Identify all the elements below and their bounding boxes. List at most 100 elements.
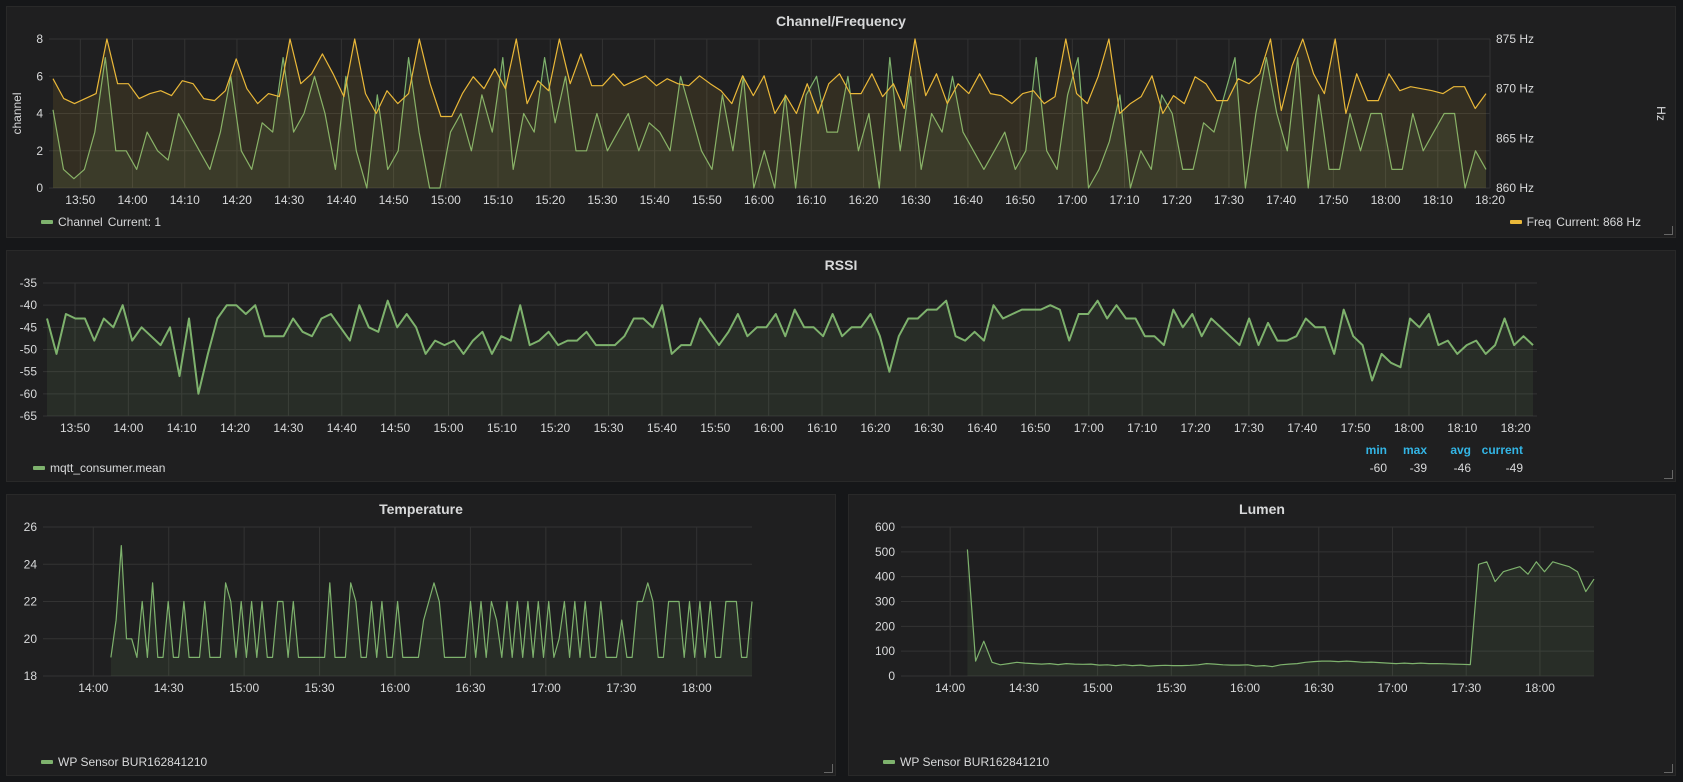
x-tick-label: 17:30 [606, 681, 636, 695]
x-tick-label: 18:00 [682, 681, 712, 695]
stats-header-current[interactable]: current [1481, 443, 1523, 457]
legend-swatch [41, 760, 53, 764]
legend-temperature[interactable]: WP Sensor BUR162841210 [41, 755, 207, 769]
x-tick-label: 14:40 [326, 193, 356, 207]
y-tick-label: 20 [24, 632, 38, 646]
stats-value-max: -39 [1409, 461, 1427, 475]
x-tick-label: 14:00 [78, 681, 108, 695]
legend-rssi[interactable]: mqtt_consumer.mean [33, 461, 165, 475]
x-tick-label: 16:30 [1304, 681, 1334, 695]
y2-tick-label: 870 Hz [1496, 82, 1534, 96]
x-tick-label: 18:10 [1423, 193, 1453, 207]
resize-handle[interactable] [1664, 226, 1673, 235]
y-tick-label: -60 [20, 387, 38, 401]
resize-handle[interactable] [824, 764, 833, 773]
x-tick-label: 17:00 [1377, 681, 1407, 695]
x-tick-label: 16:40 [967, 421, 997, 435]
x-tick-label: 17:20 [1162, 193, 1192, 207]
y-tick-label: 22 [24, 595, 38, 609]
stats-header-avg[interactable]: avg [1450, 443, 1471, 457]
y-tick-label: 0 [36, 181, 43, 195]
legend-current-value: Current: 868 Hz [1556, 215, 1641, 229]
x-tick-label: 15:20 [540, 421, 570, 435]
legend-series-name: WP Sensor BUR162841210 [900, 755, 1050, 769]
x-tick-label: 17:40 [1287, 421, 1317, 435]
channel-frequency-panel: Channel/Frequency 0 2 4 6 8 13:50 14:00 14:10 14… [6, 6, 1676, 238]
x-tick-label: 14:00 [113, 421, 143, 435]
x-tick-label: 16:40 [953, 193, 983, 207]
panel-title[interactable]: Channel/Frequency [776, 13, 906, 29]
y2-tick-label: 865 Hz [1496, 131, 1534, 145]
y-tick-label: 300 [875, 595, 895, 609]
x-tick-label: 15:30 [594, 421, 624, 435]
stats-header-row: min max avg current [1347, 443, 1523, 457]
lumen-chart[interactable]: 0 100 200 300 400 500 600 14:00 14:30 15:00 15:30 1… [849, 495, 1675, 745]
x-tick-label: 16:10 [796, 193, 826, 207]
x-tick-label: 17:00 [531, 681, 561, 695]
stats-value-avg: -46 [1453, 461, 1471, 475]
legend-freq[interactable]: Freq Current: 868 Hz [1509, 215, 1641, 229]
panel-title[interactable]: RSSI [824, 257, 858, 273]
x-tick-label: 15:30 [587, 193, 617, 207]
x-tick-label: 17:40 [1266, 193, 1296, 207]
legend-swatch [1509, 220, 1522, 224]
y-tick-label: 0 [888, 669, 895, 683]
x-tick-label: 18:10 [1447, 421, 1477, 435]
x-tick-label: 16:00 [1230, 681, 1260, 695]
y-tick-label: -35 [20, 276, 38, 290]
x-tick-label: 14:40 [327, 421, 357, 435]
y-tick-label: 600 [875, 520, 895, 534]
x-tick-label: 17:10 [1127, 421, 1157, 435]
y2-tick-label: 860 Hz [1496, 181, 1534, 195]
y-tick-label: 4 [36, 107, 43, 121]
x-tick-label: 16:30 [455, 681, 485, 695]
x-tick-label: 17:50 [1341, 421, 1371, 435]
x-tick-label: 15:20 [535, 193, 565, 207]
temperature-chart[interactable]: 18 20 22 24 26 14:00 14:30 15:00 15:30 16:00 16:30… [7, 495, 835, 745]
x-tick-label: 17:30 [1214, 193, 1244, 207]
x-tick-label: 14:50 [379, 193, 409, 207]
x-tick-label: 17:00 [1074, 421, 1104, 435]
panel-title[interactable]: Temperature [379, 501, 463, 517]
y-tick-label: -65 [20, 409, 38, 423]
x-tick-label: 14:30 [274, 193, 304, 207]
legend-series-name: Freq [1526, 215, 1552, 229]
x-tick-label: 15:00 [229, 681, 259, 695]
x-tick-label: 17:30 [1234, 421, 1264, 435]
x-tick-label: 13:50 [60, 421, 90, 435]
x-tick-label: 16:50 [1020, 421, 1050, 435]
panel-title[interactable]: Lumen [1239, 501, 1285, 517]
x-tick-label: 15:40 [640, 193, 670, 207]
legend-lumen[interactable]: WP Sensor BUR162841210 [883, 755, 1049, 769]
x-tick-label: 15:50 [692, 193, 722, 207]
x-tick-label: 14:00 [118, 193, 148, 207]
legend-swatch [883, 760, 895, 764]
x-tick-label: 16:00 [380, 681, 410, 695]
x-tick-label: 16:10 [807, 421, 837, 435]
legend-series-name: WP Sensor BUR162841210 [58, 755, 208, 769]
x-tick-label: 18:20 [1501, 421, 1531, 435]
series-line [966, 549, 1595, 668]
x-tick-label: 13:50 [65, 193, 95, 207]
x-tick-label: 16:20 [860, 421, 890, 435]
stats-header-max[interactable]: max [1402, 443, 1427, 457]
x-tick-label: 16:00 [754, 421, 784, 435]
stats-values-row: -60 -39 -46 -49 [1347, 461, 1523, 475]
x-tick-label: 17:20 [1180, 421, 1210, 435]
resize-handle[interactable] [1664, 764, 1673, 773]
channel-frequency-chart[interactable]: 0 2 4 6 8 13:50 14:00 14:10 14:20 14:30 14:40 14:50… [7, 7, 1675, 207]
series-area [967, 549, 1594, 676]
y-tick-label: 2 [36, 144, 43, 158]
x-tick-label: 18:00 [1394, 421, 1424, 435]
resize-handle[interactable] [1664, 470, 1673, 479]
temperature-panel: Temperature 18 20 22 24 26 14:00 14:30 15:00 15:… [6, 494, 836, 776]
legend-channel[interactable]: Channel Current: 1 [41, 215, 161, 229]
x-tick-label: 15:30 [1156, 681, 1186, 695]
stats-header-min[interactable]: min [1365, 443, 1387, 457]
x-tick-label: 18:20 [1475, 193, 1505, 207]
x-tick-label: 14:30 [273, 421, 303, 435]
x-tick-label: 15:00 [431, 193, 461, 207]
x-tick-label: 15:10 [487, 421, 517, 435]
rssi-chart[interactable]: -65 -60 -55 -50 -45 -40 -35 13:50 14:00 14:10 14:2… [7, 251, 1675, 443]
x-tick-label: 17:30 [1451, 681, 1481, 695]
